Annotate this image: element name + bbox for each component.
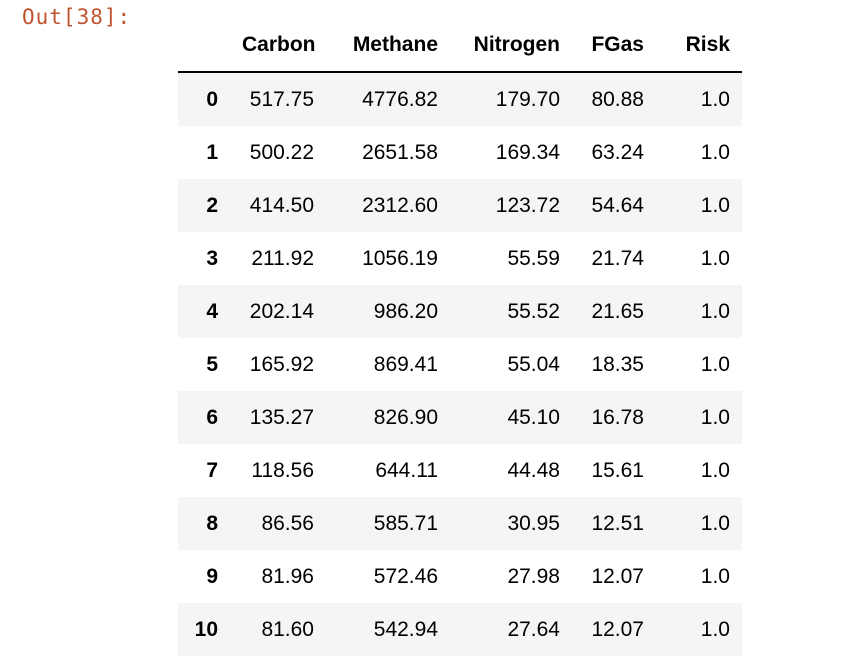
cell-nitrogen: 179.70 <box>495 88 560 111</box>
table-row: 10 81.60 542.94 27.64 12.07 1.0 <box>178 603 742 656</box>
cell-risk: 1.0 <box>700 459 730 482</box>
cell-carbon: 414.50 <box>249 194 314 217</box>
cell-fgas: 21.74 <box>591 247 644 270</box>
row-index: 3 <box>206 247 218 270</box>
row-index: 2 <box>206 194 218 217</box>
cell-nitrogen: 55.04 <box>507 353 560 376</box>
cell-fgas: 21.65 <box>591 300 644 323</box>
cell-fgas: 63.24 <box>591 141 644 164</box>
cell-carbon: 517.75 <box>249 88 314 111</box>
cell-carbon: 165.92 <box>249 353 314 376</box>
column-header-risk: Risk <box>656 18 742 73</box>
cell-fgas: 12.51 <box>591 512 644 535</box>
cell-nitrogen: 169.34 <box>495 141 560 164</box>
row-index: 10 <box>194 618 218 641</box>
cell-fgas: 80.88 <box>591 88 644 111</box>
cell-nitrogen: 45.10 <box>507 406 560 429</box>
table-row: 8 86.56 585.71 30.95 12.51 1.0 <box>178 497 742 550</box>
cell-carbon: 211.92 <box>251 247 314 270</box>
cell-methane: 572.46 <box>373 565 438 588</box>
cell-methane: 1056.19 <box>362 247 438 270</box>
cell-risk: 1.0 <box>700 194 730 217</box>
table-row: 1 500.22 2651.58 169.34 63.24 1.0 <box>178 126 742 179</box>
cell-nitrogen: 123.72 <box>495 194 560 217</box>
cell-methane: 585.71 <box>373 512 438 535</box>
dataframe-output: Carbon Methane Nitrogen FGas Risk 0 517.7… <box>178 18 742 656</box>
header-row: Carbon Methane Nitrogen FGas Risk <box>178 18 742 73</box>
cell-risk: 1.0 <box>700 353 730 376</box>
cell-risk: 1.0 <box>700 247 730 270</box>
table-header: Carbon Methane Nitrogen FGas Risk <box>178 18 742 73</box>
table-row: 2 414.50 2312.60 123.72 54.64 1.0 <box>178 179 742 232</box>
cell-nitrogen: 27.64 <box>507 618 560 641</box>
table-row: 6 135.27 826.90 45.10 16.78 1.0 <box>178 391 742 444</box>
table-row: 9 81.96 572.46 27.98 12.07 1.0 <box>178 550 742 603</box>
row-index: 6 <box>206 406 218 429</box>
cell-nitrogen: 30.95 <box>507 512 560 535</box>
cell-carbon: 202.14 <box>249 300 314 323</box>
cell-carbon: 86.56 <box>261 512 314 535</box>
cell-methane: 986.20 <box>373 300 438 323</box>
cell-fgas: 15.61 <box>591 459 644 482</box>
cell-fgas: 54.64 <box>591 194 644 217</box>
row-index: 5 <box>206 353 218 376</box>
cell-methane: 2651.58 <box>362 141 438 164</box>
cell-fgas: 16.78 <box>591 406 644 429</box>
cell-risk: 1.0 <box>700 141 730 164</box>
cell-risk: 1.0 <box>700 618 730 641</box>
cell-risk: 1.0 <box>700 565 730 588</box>
row-index: 1 <box>206 141 218 164</box>
dataframe-table: Carbon Methane Nitrogen FGas Risk 0 517.7… <box>178 18 742 656</box>
table-row: 0 517.75 4776.82 179.70 80.88 1.0 <box>178 72 742 126</box>
cell-risk: 1.0 <box>700 88 730 111</box>
column-header-fgas: FGas <box>572 18 656 73</box>
cell-fgas: 12.07 <box>591 565 644 588</box>
row-index: 8 <box>206 512 218 535</box>
cell-risk: 1.0 <box>700 406 730 429</box>
cell-methane: 826.90 <box>373 406 438 429</box>
table-row: 5 165.92 869.41 55.04 18.35 1.0 <box>178 338 742 391</box>
cell-methane: 2312.60 <box>362 194 438 217</box>
column-header-nitrogen: Nitrogen <box>450 18 572 73</box>
row-index: 7 <box>206 459 218 482</box>
cell-nitrogen: 44.48 <box>507 459 560 482</box>
cell-methane: 644.11 <box>375 459 438 482</box>
index-header <box>178 18 230 73</box>
table-row: 3 211.92 1056.19 55.59 21.74 1.0 <box>178 232 742 285</box>
cell-carbon: 81.96 <box>261 565 314 588</box>
cell-methane: 869.41 <box>373 353 438 376</box>
cell-fgas: 12.07 <box>591 618 644 641</box>
table-row: 7 118.56 644.11 44.48 15.61 1.0 <box>178 444 742 497</box>
cell-fgas: 18.35 <box>591 353 644 376</box>
cell-carbon: 118.56 <box>251 459 314 482</box>
column-header-carbon: Carbon <box>230 18 326 73</box>
cell-nitrogen: 55.52 <box>507 300 560 323</box>
cell-risk: 1.0 <box>700 512 730 535</box>
cell-methane: 542.94 <box>373 618 438 641</box>
column-header-methane: Methane <box>326 18 450 73</box>
table-row: 4 202.14 986.20 55.52 21.65 1.0 <box>178 285 742 338</box>
cell-risk: 1.0 <box>700 300 730 323</box>
row-index: 4 <box>206 300 218 323</box>
cell-carbon: 81.60 <box>261 618 314 641</box>
cell-nitrogen: 55.59 <box>507 247 560 270</box>
table-body: 0 517.75 4776.82 179.70 80.88 1.0 1 500.22 2651.… <box>178 72 742 656</box>
output-prompt: Out[38]: <box>22 5 132 29</box>
cell-carbon: 500.22 <box>249 141 314 164</box>
cell-nitrogen: 27.98 <box>507 565 560 588</box>
cell-methane: 4776.82 <box>362 88 438 111</box>
row-index: 9 <box>206 565 218 588</box>
row-index: 0 <box>206 88 218 111</box>
cell-carbon: 135.27 <box>249 406 314 429</box>
